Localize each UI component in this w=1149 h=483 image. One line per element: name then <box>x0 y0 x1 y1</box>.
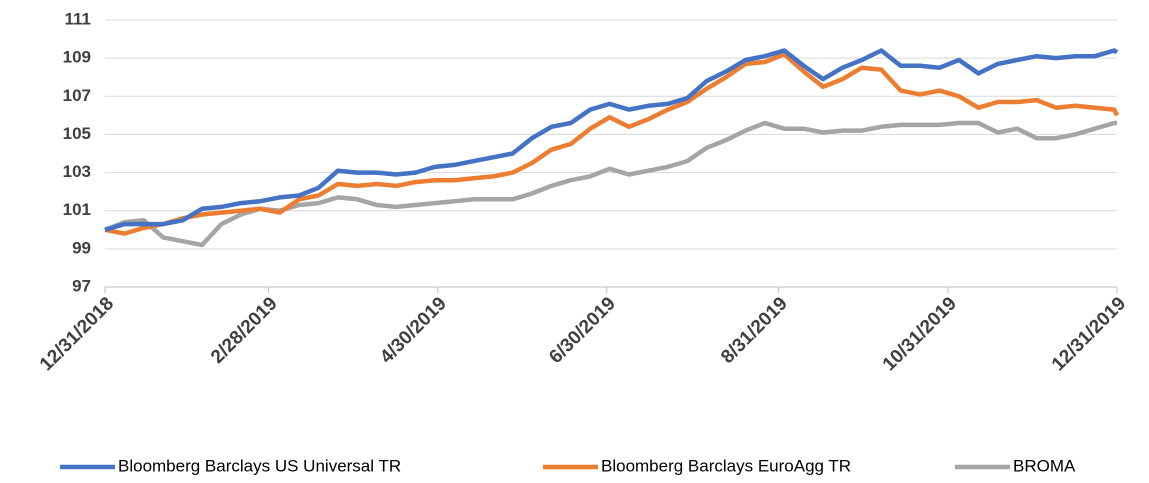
legend-label: BROMA <box>1013 456 1076 475</box>
legend-label: Bloomberg Barclays EuroAgg TR <box>601 456 851 475</box>
x-tick-label: 10/31/2019 <box>879 293 961 375</box>
series-line <box>104 120 1117 248</box>
y-tick-label: 101 <box>63 200 91 219</box>
y-tick-label: 103 <box>63 162 91 181</box>
series-line <box>104 48 1119 232</box>
x-tick-label: 6/30/2019 <box>545 293 620 368</box>
y-tick-label: 97 <box>72 276 91 295</box>
y-tick-label: 99 <box>72 238 91 257</box>
y-tick-label: 107 <box>63 86 91 105</box>
x-tick-label: 4/30/2019 <box>376 293 451 368</box>
series-line <box>104 52 1120 236</box>
x-tick-label: 2/28/2019 <box>207 293 282 368</box>
y-tick-label: 109 <box>63 48 91 67</box>
x-tick-label: 12/31/2019 <box>1048 293 1130 375</box>
y-tick-label: 105 <box>63 124 91 143</box>
legend-label: Bloomberg Barclays US Universal TR <box>118 456 401 475</box>
x-tick-label: 12/31/2018 <box>36 293 118 375</box>
x-tick-label: 8/31/2019 <box>717 293 792 368</box>
y-tick-label: 111 <box>65 9 92 28</box>
